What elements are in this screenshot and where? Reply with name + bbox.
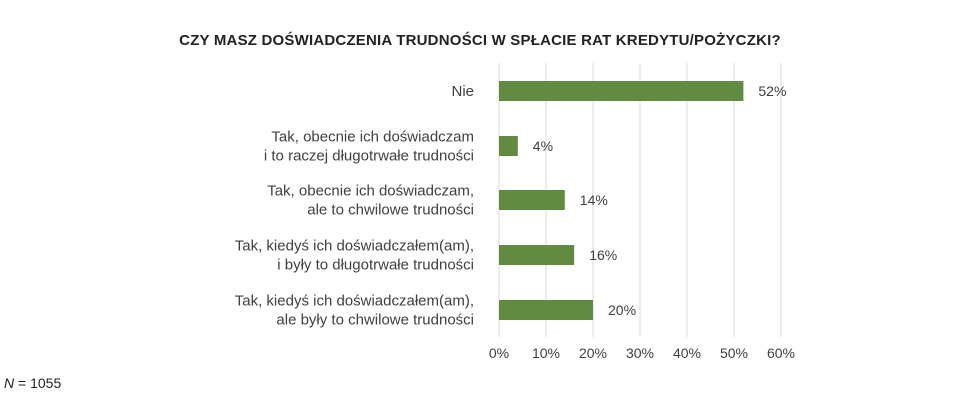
bars <box>499 81 744 320</box>
x-tick-label: 10% <box>532 345 560 361</box>
bar <box>499 245 575 265</box>
data-label: 16% <box>589 247 617 263</box>
category-label: Tak, obecnie ich doświadczam <box>271 129 474 146</box>
x-tick-label: 20% <box>579 345 607 361</box>
x-tick-label: 60% <box>767 345 795 361</box>
data-label: 4% <box>533 138 553 154</box>
value-labels: 52% 4% 14% 16% 20% <box>533 83 787 318</box>
category-label: ale były to chwilowe trudności <box>276 312 474 329</box>
category-label: Tak, kiedyś ich doświadczałem(am), <box>235 293 474 310</box>
bar <box>499 300 593 320</box>
n-symbol: N <box>4 375 15 391</box>
category-label: Tak, obecnie ich doświadczam, <box>267 183 474 200</box>
x-tick-label: 40% <box>673 345 701 361</box>
category-label: Tak, kiedyś ich doświadczałem(am), <box>235 238 474 255</box>
x-axis-tick-labels: 0% 10% 20% 30% 40% 50% 60% <box>489 345 795 361</box>
data-label: 14% <box>580 192 608 208</box>
x-tick-label: 0% <box>489 345 509 361</box>
bar <box>499 81 744 101</box>
bar <box>499 190 565 210</box>
chart-title: CZY MASZ DOŚWIADCZENIA TRUDNOŚCI W SPŁAC… <box>179 32 781 49</box>
data-label: 52% <box>758 83 786 99</box>
sample-size-note: N = 1055 <box>4 375 61 391</box>
category-labels: Nie Tak, obecnie ich doświadczam i to racz… <box>235 83 474 329</box>
x-tick-label: 30% <box>626 345 654 361</box>
x-tick-label: 50% <box>720 345 748 361</box>
bar <box>499 136 518 156</box>
category-label: Nie <box>451 83 474 100</box>
category-label: i to raczej długotrwałe trudności <box>264 148 474 165</box>
data-label: 20% <box>608 302 636 318</box>
category-label: ale to chwilowe trudności <box>307 202 474 219</box>
n-value: = 1055 <box>14 375 62 391</box>
category-label: i były to długotrwałe trudności <box>277 257 474 274</box>
